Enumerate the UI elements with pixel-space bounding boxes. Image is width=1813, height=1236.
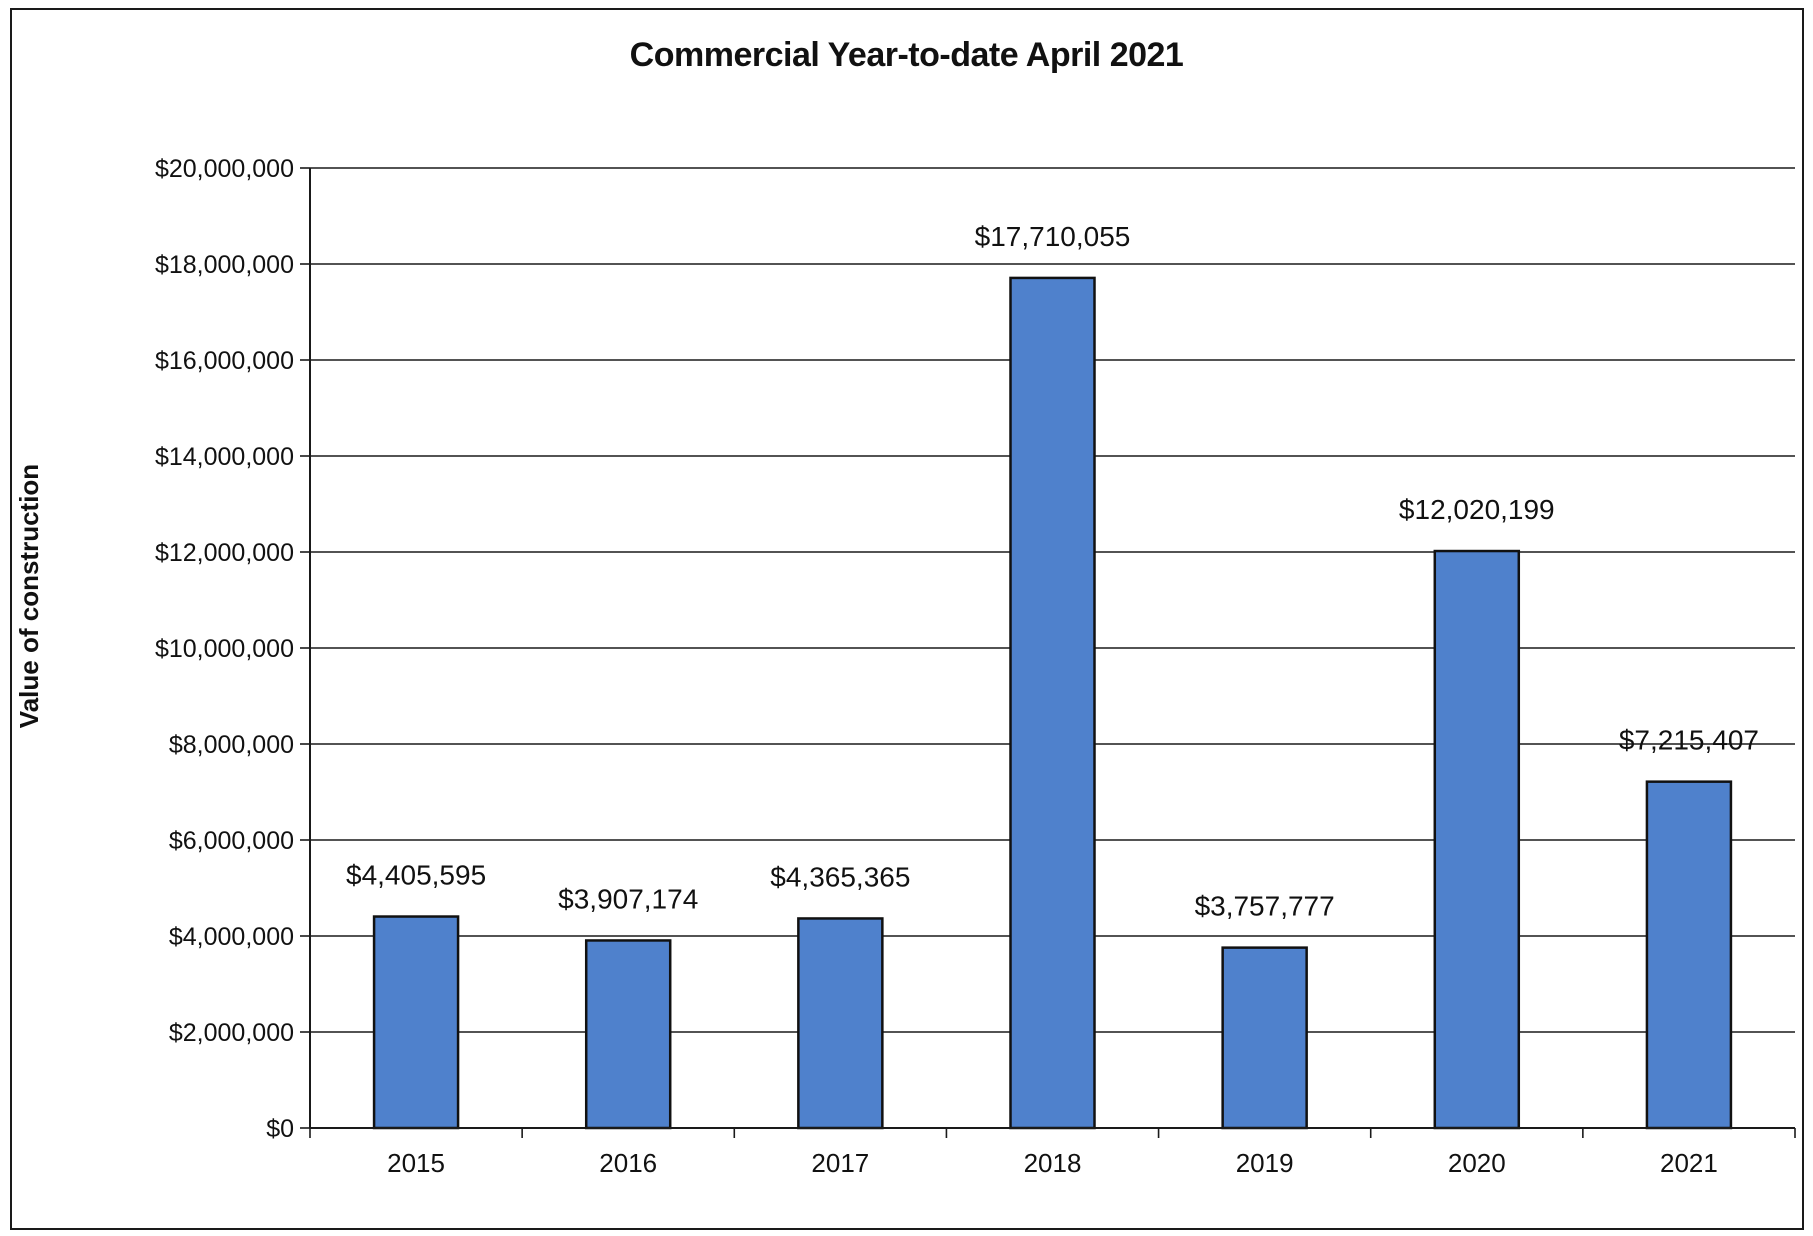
y-tick-label: $18,000,000 xyxy=(155,251,294,279)
y-tick-label: $14,000,000 xyxy=(155,443,294,471)
y-axis-label: Value of construction xyxy=(14,464,44,728)
bar-2017 xyxy=(797,917,884,1130)
x-tick-label-2019: 2019 xyxy=(1236,1148,1294,1178)
bar-2021 xyxy=(1645,780,1733,1130)
data-label-2019: $3,757,777 xyxy=(1195,891,1335,922)
bar-2020 xyxy=(1433,549,1521,1130)
chart-title: Commercial Year-to-date April 2021 xyxy=(629,36,1184,74)
bar-2015 xyxy=(372,915,460,1130)
x-tick-label-2018: 2018 xyxy=(1024,1148,1082,1178)
data-label-2016: $3,907,174 xyxy=(558,883,698,914)
y-tick-label: $8,000,000 xyxy=(169,731,294,759)
y-tick-label: $20,000,000 xyxy=(155,155,294,183)
y-tick-label: $0 xyxy=(266,1115,294,1143)
data-label-2017: $4,365,365 xyxy=(770,861,910,892)
y-tick-label: $6,000,000 xyxy=(169,827,294,855)
y-tick-label: $4,000,000 xyxy=(169,923,294,951)
x-tick-label-2016: 2016 xyxy=(599,1148,657,1178)
data-label-2020: $12,020,199 xyxy=(1399,494,1555,525)
data-label-2021: $7,215,407 xyxy=(1619,725,1759,756)
y-axis-ticks: $0 $2,000,000 $4,000,000 $6,000,000 $8,000,0… xyxy=(155,155,310,1143)
x-tick-label-2021: 2021 xyxy=(1660,1148,1718,1178)
bar-2019 xyxy=(1221,946,1308,1130)
data-labels: $4,405,595 $3,907,174 $4,365,365 $17,710,05… xyxy=(346,221,1759,922)
x-tick-label-2017: 2017 xyxy=(811,1148,869,1178)
y-tick-label: $10,000,000 xyxy=(155,635,294,663)
y-tick-label: $2,000,000 xyxy=(169,1019,294,1047)
bar-2018 xyxy=(1009,276,1096,1130)
x-tick-label-2015: 2015 xyxy=(387,1148,445,1178)
x-tick-label-2020: 2020 xyxy=(1448,1148,1506,1178)
bars xyxy=(372,276,1733,1130)
data-label-2018: $17,710,055 xyxy=(975,221,1131,252)
data-label-2015: $4,405,595 xyxy=(346,860,486,891)
bar-2016 xyxy=(584,939,672,1130)
y-tick-label: $16,000,000 xyxy=(155,347,294,375)
x-axis-ticks: 2015 2016 2017 2018 2019 2020 2021 xyxy=(309,1128,1796,1178)
y-tick-label: $12,000,000 xyxy=(155,539,294,567)
